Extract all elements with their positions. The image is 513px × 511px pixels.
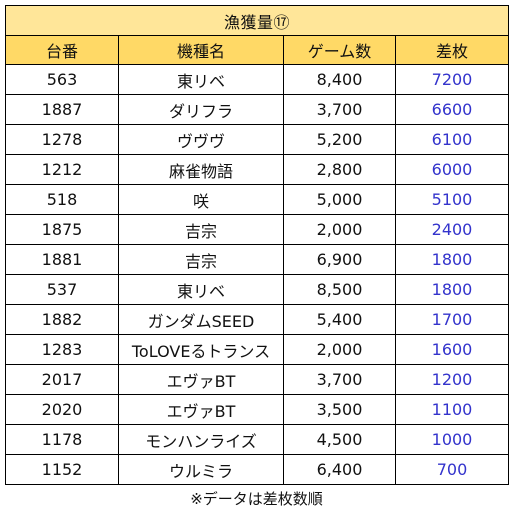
results-table: 漁獲量⑰ 台番 機種名 ゲーム数 差枚 563 東リベ 8,400 7200 1887 ダ… bbox=[4, 5, 510, 485]
difference-cell: 1200 bbox=[394, 364, 510, 395]
table-body: 563 東リベ 8,400 7200 1887 ダリフラ 3,700 6600 1278 ヴヴヴ 5… bbox=[5, 64, 510, 485]
table-row: 1178 モンハンライズ 4,500 1000 bbox=[5, 424, 510, 455]
title-row: 漁獲量⑰ bbox=[4, 5, 510, 36]
header-machine-number: 台番 bbox=[5, 35, 119, 65]
difference-cell: 1700 bbox=[394, 304, 510, 335]
game-count-cell: 8,500 bbox=[283, 274, 396, 305]
table-row: 1887 ダリフラ 3,700 6600 bbox=[5, 94, 510, 125]
game-count-cell: 3,500 bbox=[283, 394, 396, 425]
machine-name-cell: 吉宗 bbox=[118, 244, 284, 275]
machine-number-cell: 1875 bbox=[5, 214, 119, 245]
machine-number-cell: 563 bbox=[5, 64, 119, 95]
game-count-cell: 6,400 bbox=[283, 454, 396, 485]
machine-number-cell: 1212 bbox=[5, 154, 119, 185]
difference-cell: 1600 bbox=[394, 334, 510, 365]
table-row: 563 東リベ 8,400 7200 bbox=[5, 64, 510, 95]
machine-name-cell: モンハンライズ bbox=[118, 424, 284, 455]
game-count-cell: 4,500 bbox=[283, 424, 396, 455]
header-game-count: ゲーム数 bbox=[283, 35, 396, 65]
difference-cell: 1100 bbox=[394, 394, 510, 425]
game-count-cell: 2,800 bbox=[283, 154, 396, 185]
table-row: 1881 吉宗 6,900 1800 bbox=[5, 244, 510, 275]
game-count-cell: 5,400 bbox=[283, 304, 396, 335]
results-sheet: 漁獲量⑰ 台番 機種名 ゲーム数 差枚 563 東リベ 8,400 7200 1887 ダ… bbox=[4, 5, 510, 485]
machine-number-cell: 1152 bbox=[5, 454, 119, 485]
table-row: 537 東リベ 8,500 1800 bbox=[5, 274, 510, 305]
machine-number-cell: 1887 bbox=[5, 94, 119, 125]
machine-number-cell: 2020 bbox=[5, 394, 119, 425]
difference-cell: 5100 bbox=[394, 184, 510, 215]
difference-cell: 6600 bbox=[394, 94, 510, 125]
game-count-cell: 2,000 bbox=[283, 334, 396, 365]
header-difference: 差枚 bbox=[394, 35, 510, 65]
difference-cell: 1800 bbox=[394, 244, 510, 275]
machine-number-cell: 518 bbox=[5, 184, 119, 215]
machine-number-cell: 1882 bbox=[5, 304, 119, 335]
difference-cell: 7200 bbox=[394, 64, 510, 95]
machine-number-cell: 1283 bbox=[5, 334, 119, 365]
table-row: 1882 ガンダムSEED 5,400 1700 bbox=[5, 304, 510, 335]
table-row: 1212 麻雀物語 2,800 6000 bbox=[5, 154, 510, 185]
table-row: 1152 ウルミラ 6,400 700 bbox=[5, 454, 510, 485]
game-count-cell: 5,200 bbox=[283, 124, 396, 155]
header-machine-name: 機種名 bbox=[118, 35, 284, 65]
difference-cell: 1800 bbox=[394, 274, 510, 305]
game-count-cell: 3,700 bbox=[283, 94, 396, 125]
header-row: 台番 機種名 ゲーム数 差枚 bbox=[5, 35, 510, 65]
table-title: 漁獲量⑰ bbox=[4, 5, 510, 36]
machine-number-cell: 537 bbox=[5, 274, 119, 305]
machine-name-cell: ToLOVEるトランス bbox=[118, 334, 284, 365]
footnote: ※データは差枚数順 bbox=[190, 490, 323, 508]
difference-cell: 6100 bbox=[394, 124, 510, 155]
machine-number-cell: 2017 bbox=[5, 364, 119, 395]
game-count-cell: 6,900 bbox=[283, 244, 396, 275]
machine-name-cell: 吉宗 bbox=[118, 214, 284, 245]
game-count-cell: 2,000 bbox=[283, 214, 396, 245]
machine-name-cell: 東リベ bbox=[118, 64, 284, 95]
table-row: 2020 エヴァBT 3,500 1100 bbox=[5, 394, 510, 425]
machine-name-cell: ヴヴヴ bbox=[118, 124, 284, 155]
machine-name-cell: ガンダムSEED bbox=[118, 304, 284, 335]
game-count-cell: 8,400 bbox=[283, 64, 396, 95]
machine-name-cell: 麻雀物語 bbox=[118, 154, 284, 185]
machine-number-cell: 1278 bbox=[5, 124, 119, 155]
machine-name-cell: 東リベ bbox=[118, 274, 284, 305]
machine-number-cell: 1881 bbox=[5, 244, 119, 275]
table-row: 1278 ヴヴヴ 5,200 6100 bbox=[5, 124, 510, 155]
table-row: 518 咲 5,000 5100 bbox=[5, 184, 510, 215]
machine-name-cell: エヴァBT bbox=[118, 364, 284, 395]
table-row: 1875 吉宗 2,000 2400 bbox=[5, 214, 510, 245]
machine-name-cell: エヴァBT bbox=[118, 394, 284, 425]
game-count-cell: 3,700 bbox=[283, 364, 396, 395]
machine-name-cell: ダリフラ bbox=[118, 94, 284, 125]
machine-name-cell: 咲 bbox=[118, 184, 284, 215]
difference-cell: 6000 bbox=[394, 154, 510, 185]
difference-cell: 1000 bbox=[394, 424, 510, 455]
machine-name-cell: ウルミラ bbox=[118, 454, 284, 485]
game-count-cell: 5,000 bbox=[283, 184, 396, 215]
table-row: 1283 ToLOVEるトランス 2,000 1600 bbox=[5, 334, 510, 365]
machine-number-cell: 1178 bbox=[5, 424, 119, 455]
difference-cell: 700 bbox=[394, 454, 510, 485]
difference-cell: 2400 bbox=[394, 214, 510, 245]
table-row: 2017 エヴァBT 3,700 1200 bbox=[5, 364, 510, 395]
